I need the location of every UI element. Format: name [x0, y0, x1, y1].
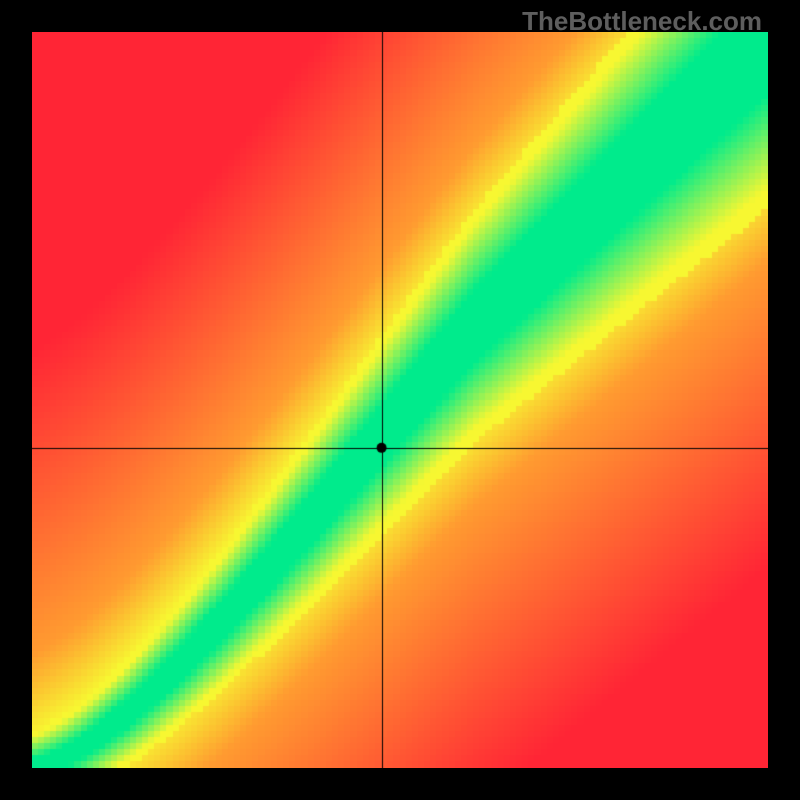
- bottleneck-heatmap: [32, 32, 768, 768]
- chart-container: { "watermark": { "text": "TheBottleneck.…: [0, 0, 800, 800]
- watermark-text: TheBottleneck.com: [522, 6, 762, 37]
